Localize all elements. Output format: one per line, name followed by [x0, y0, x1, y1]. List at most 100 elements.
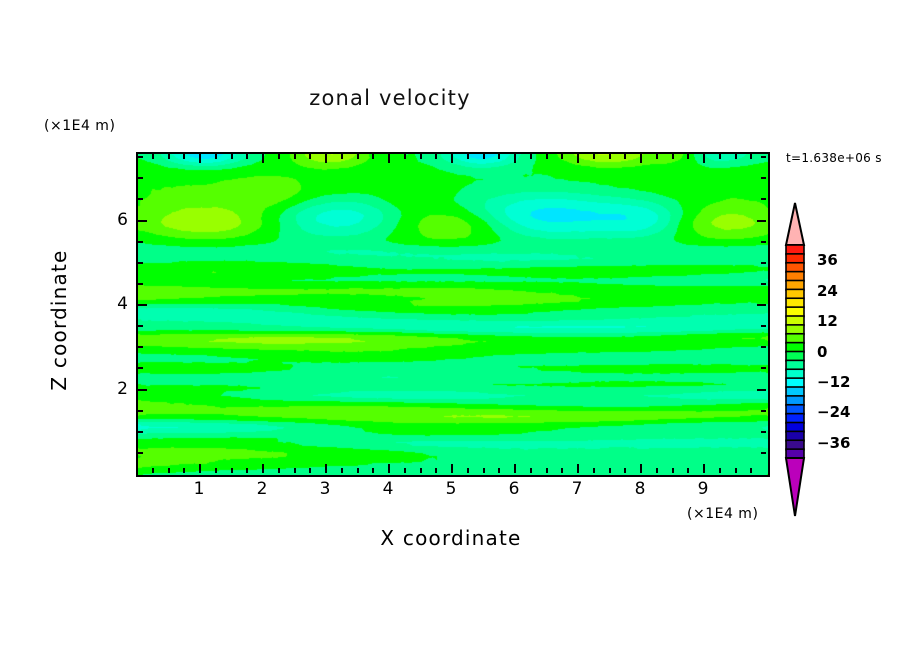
- colorbar-tick-label: −36: [817, 433, 851, 452]
- x-tick-label: 4: [382, 479, 394, 499]
- colorbar-band: [785, 253, 805, 265]
- x-tick-mark: [277, 154, 280, 159]
- x-axis-title: X coordinate: [380, 526, 522, 550]
- y-tick-label: 2: [117, 378, 128, 399]
- x-tick-mark: [435, 154, 438, 159]
- x-tick-mark: [183, 154, 186, 159]
- contour-field-canvas: [138, 154, 768, 475]
- x-tick-mark: [592, 154, 595, 159]
- y-axis-units-label: (×1E4 m): [44, 118, 116, 134]
- x-tick-mark: [309, 154, 312, 159]
- colorbar-band: [785, 341, 805, 353]
- colorbar-band: [785, 288, 805, 300]
- colorbar-band: [785, 244, 805, 256]
- x-tick-mark: [498, 154, 501, 159]
- colorbar-band: [785, 412, 805, 424]
- colorbar-tick-label: −24: [817, 403, 851, 422]
- x-tick-mark: [655, 154, 658, 159]
- y-tick-mark: [138, 261, 143, 264]
- x-tick-mark: [419, 468, 422, 473]
- y-tick-mark: [757, 304, 766, 307]
- x-tick-mark: [545, 468, 548, 473]
- colorbar-svg: [784, 202, 806, 517]
- colorbar-band: [785, 261, 805, 274]
- y-tick-mark: [138, 198, 143, 201]
- x-tick-mark: [214, 154, 217, 159]
- x-tick-mark: [435, 468, 438, 473]
- x-tick-mark: [340, 154, 343, 159]
- colorbar-band: [785, 368, 805, 380]
- y-tick-mark: [138, 240, 143, 243]
- colorbar-tick-label: −12: [817, 372, 851, 391]
- x-tick-mark: [167, 154, 170, 159]
- x-tick-mark: [734, 154, 737, 159]
- x-tick-mark: [592, 468, 595, 473]
- x-tick-mark: [262, 464, 264, 473]
- x-tick-mark: [293, 154, 296, 159]
- x-tick-mark: [451, 464, 453, 473]
- colorbar-band: [785, 350, 805, 362]
- y-tick-mark: [138, 219, 147, 222]
- x-tick-mark: [325, 154, 327, 163]
- x-tick-mark: [624, 154, 627, 159]
- x-tick-mark: [372, 468, 375, 473]
- x-tick-mark: [514, 464, 516, 473]
- y-tick-mark: [761, 346, 766, 349]
- x-tick-mark: [671, 154, 674, 159]
- x-tick-mark: [529, 154, 532, 159]
- y-tick-mark: [761, 451, 766, 454]
- y-tick-mark: [138, 325, 143, 328]
- x-tick-mark: [750, 154, 753, 159]
- colorbar-tick-label: 24: [817, 281, 838, 300]
- x-tick-mark: [466, 468, 469, 473]
- x-tick-mark: [482, 154, 485, 159]
- y-tick-mark: [138, 304, 147, 307]
- x-tick-mark: [262, 154, 264, 163]
- y-tick-mark: [138, 177, 143, 180]
- x-tick-mark: [561, 468, 564, 473]
- y-axis-title: Z coordinate: [47, 249, 71, 391]
- x-tick-mark: [703, 464, 705, 473]
- x-tick-mark: [372, 154, 375, 159]
- y-tick-mark: [138, 346, 143, 349]
- x-tick-mark: [309, 468, 312, 473]
- y-tick-mark: [761, 177, 766, 180]
- colorbar-band: [785, 377, 805, 389]
- colorbar-band: [785, 421, 805, 433]
- colorbar-band: [785, 306, 805, 318]
- colorbar-over-arrow: [784, 202, 806, 246]
- x-tick-mark: [277, 468, 280, 473]
- x-tick-mark: [340, 468, 343, 473]
- x-tick-label: 6: [508, 479, 520, 499]
- x-tick-mark: [167, 468, 170, 473]
- colorbar-band: [785, 439, 805, 451]
- colorbar-under-arrow: [784, 457, 806, 517]
- x-tick-mark: [577, 154, 579, 163]
- colorbar-band: [785, 395, 805, 407]
- x-tick-mark: [403, 154, 406, 159]
- x-tick-label: 1: [193, 479, 205, 499]
- x-tick-mark: [640, 464, 642, 473]
- y-tick-label: 4: [117, 294, 128, 315]
- y-tick-mark: [138, 409, 143, 412]
- y-tick-mark: [761, 240, 766, 243]
- colorbar-band: [785, 324, 805, 336]
- x-tick-mark: [514, 154, 516, 163]
- x-tick-mark: [183, 468, 186, 473]
- x-tick-label: 9: [697, 479, 709, 499]
- x-tick-mark: [640, 154, 642, 163]
- x-tick-mark: [718, 468, 721, 473]
- colorbar-tick-label: 12: [817, 312, 838, 331]
- y-tick-mark: [761, 325, 766, 328]
- colorbar-band: [785, 386, 805, 398]
- x-tick-mark: [561, 154, 564, 159]
- y-tick-mark: [761, 261, 766, 264]
- colorbar-band: [785, 403, 805, 416]
- colorbar-band: [785, 332, 805, 345]
- x-tick-mark: [529, 468, 532, 473]
- x-tick-mark: [451, 154, 453, 163]
- x-tick-mark: [466, 154, 469, 159]
- colorbar: [779, 200, 813, 520]
- y-tick-mark: [138, 430, 143, 433]
- colorbar-band: [785, 430, 805, 442]
